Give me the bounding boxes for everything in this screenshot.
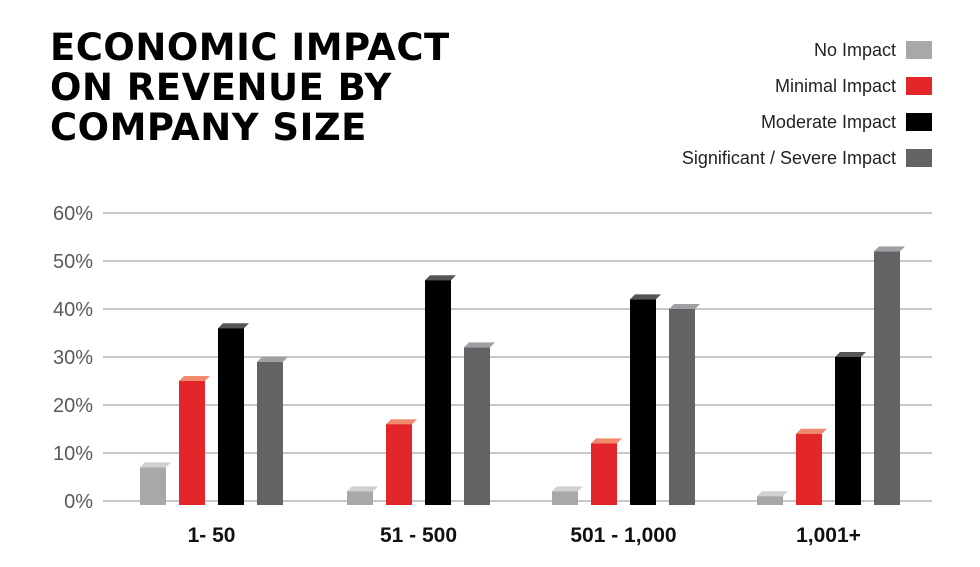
legend-label: Significant / Severe Impact	[681, 147, 896, 168]
bar	[425, 280, 451, 505]
legend-item: Minimal Impact	[682, 68, 932, 104]
bar-top	[874, 246, 905, 252]
bar	[386, 424, 412, 505]
legend-swatch	[906, 113, 932, 131]
bar-top	[835, 352, 866, 357]
bar-top	[591, 438, 622, 444]
bar-top	[257, 356, 288, 362]
legend: No Impact Minimal Impact Moderate Impact…	[682, 32, 932, 176]
bar	[669, 309, 695, 505]
bar	[257, 361, 283, 505]
bar	[140, 467, 166, 505]
y-tick-label: 0%	[64, 491, 93, 513]
bar-top	[425, 275, 456, 281]
bar-top	[140, 462, 171, 468]
y-tick-label: 20%	[53, 395, 93, 417]
title-line: COMPANY SIZE	[50, 106, 367, 149]
bar-top	[179, 376, 210, 381]
legend-label: Moderate Impact	[760, 111, 896, 132]
legend-item: Moderate Impact	[682, 104, 932, 140]
bar	[874, 251, 900, 505]
bar	[179, 381, 205, 505]
x-tick-label: 501 - 1,000	[570, 524, 676, 547]
legend-swatch	[906, 77, 932, 95]
bar-top	[464, 342, 495, 348]
bar	[835, 357, 861, 505]
legend-label: No Impact	[813, 39, 896, 60]
title-line: ECONOMIC IMPACT	[50, 26, 450, 69]
bar	[347, 491, 373, 505]
bar	[630, 299, 656, 505]
title-line: ON REVENUE BY	[50, 66, 392, 109]
bar	[218, 328, 244, 505]
y-tick-label: 10%	[53, 443, 93, 465]
legend-item: Significant / Severe Impact	[682, 140, 932, 176]
bar	[464, 347, 490, 505]
legend-swatch	[906, 41, 932, 59]
chart-title: ECONOMIC IMPACT ON REVENUE BY COMPANY SI…	[50, 28, 450, 148]
bar-top	[757, 491, 788, 497]
x-tick-label: 1- 50	[188, 524, 236, 547]
bar	[796, 433, 822, 505]
bar-top	[669, 304, 700, 309]
bar-top	[347, 486, 378, 492]
y-tick-label: 40%	[53, 299, 93, 321]
y-tick-label: 60%	[53, 203, 93, 225]
y-tick-label: 30%	[53, 347, 93, 369]
bar-top	[796, 428, 827, 434]
bar-top	[630, 294, 661, 300]
legend-label: Minimal Impact	[774, 75, 896, 96]
bar-top	[552, 486, 583, 492]
bar	[757, 496, 783, 505]
bar-top	[386, 419, 417, 425]
y-tick-label: 50%	[53, 251, 93, 273]
legend-item: No Impact	[682, 32, 932, 68]
bar-top	[218, 323, 249, 329]
bar	[591, 443, 617, 505]
x-tick-label: 51 - 500	[380, 524, 457, 547]
bar	[552, 491, 578, 505]
x-tick-label: 1,001+	[796, 524, 861, 547]
legend-swatch	[906, 149, 932, 167]
